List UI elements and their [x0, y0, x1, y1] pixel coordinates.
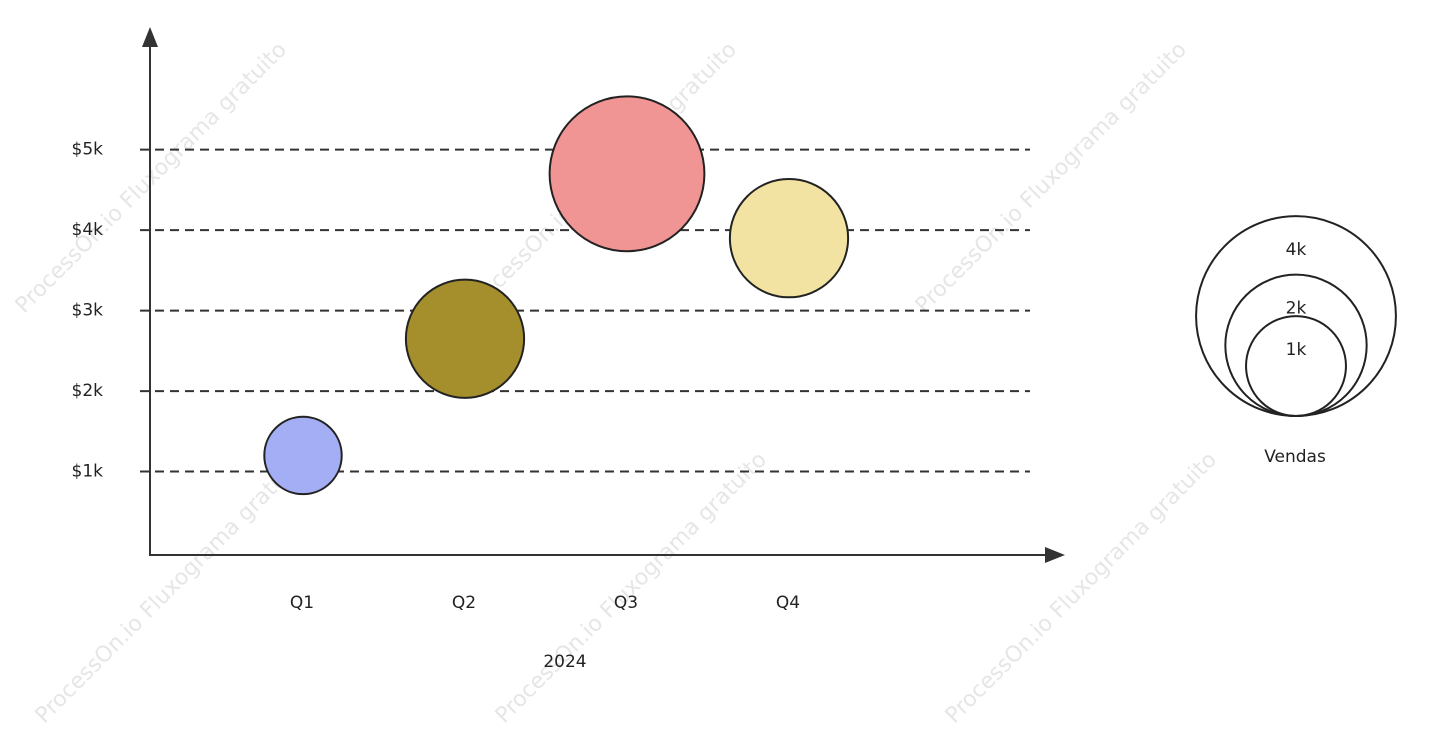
legend-title: Vendas	[1264, 447, 1326, 467]
x-tick-label: Q2	[452, 593, 476, 613]
watermark: ProcessOn.io Fluxograma gratuito	[911, 37, 1192, 318]
legend-label: 2k	[1286, 299, 1307, 319]
y-tick-label: $1k	[72, 462, 104, 482]
legend-bubble	[1245, 315, 1347, 417]
watermark: ProcessOn.io Fluxograma gratuito	[941, 447, 1222, 728]
x-axis-label: 2024	[543, 652, 586, 672]
bubble	[404, 278, 526, 399]
watermark: ProcessOn.io Fluxograma gratuito	[31, 447, 312, 728]
bubble	[263, 415, 343, 496]
x-tick-label: Q3	[614, 593, 638, 613]
watermark: ProcessOn.io Fluxograma gratuito	[491, 447, 772, 728]
bubble	[548, 95, 706, 253]
y-tick-label: $4k	[72, 220, 104, 240]
bubble	[728, 178, 850, 299]
x-tick-label: Q4	[776, 593, 800, 613]
y-tick-label: $3k	[72, 301, 104, 321]
legend-label: 1k	[1286, 340, 1307, 360]
y-tick-label: $5k	[72, 140, 104, 160]
y-tick-label: $2k	[72, 381, 104, 401]
x-tick-label: Q1	[290, 593, 314, 613]
watermark: ProcessOn.io Fluxograma gratuito	[11, 37, 292, 318]
legend-label: 4k	[1286, 240, 1307, 260]
